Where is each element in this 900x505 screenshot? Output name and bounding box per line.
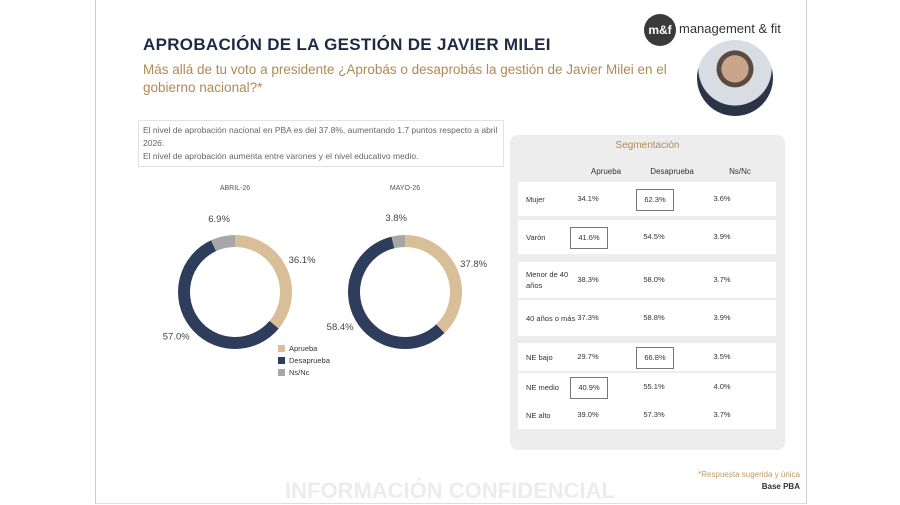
table-cell: 55.1% xyxy=(643,382,665,391)
slide xyxy=(95,0,807,504)
column-header: Aprueba xyxy=(590,167,622,176)
table-cell: 34.1% xyxy=(577,194,599,203)
data-label: 58.4% xyxy=(327,322,354,333)
row-label: Mujer xyxy=(526,194,545,204)
table-cell: 29.7% xyxy=(577,352,599,361)
data-label: 3.8% xyxy=(385,213,407,224)
row-label: Varón xyxy=(526,232,546,242)
column-header: Ns/Nc xyxy=(729,167,751,176)
donut-segment xyxy=(391,235,406,249)
table-cell: 66.8% xyxy=(636,347,674,369)
donut-segment xyxy=(348,236,445,349)
logo-text: management & fit xyxy=(679,21,781,36)
table-cell: 3.7% xyxy=(713,410,731,419)
table-row: NE bajo 29.7% 66.8% 3.5% xyxy=(518,343,776,371)
table-row: Menor de 40 años 38.3% 58.0% 3.7% xyxy=(518,262,776,298)
data-label: 37.8% xyxy=(460,259,487,270)
table-cell: 3.9% xyxy=(713,313,731,322)
table-row: Mujer 34.1% 62.3% 3.6% xyxy=(518,182,776,216)
table-cell: 39.0% xyxy=(577,410,599,419)
summary-line: El nivel de aprobación nacional en PBA e… xyxy=(143,125,498,148)
title: APROBACIÓN DE LA GESTIÓN DE JAVIER MILEI xyxy=(143,35,551,54)
donut-segment xyxy=(178,240,279,349)
table-cell: 38.3% xyxy=(577,275,599,284)
table-row: NE alto 39.0% 57.3% 3.7% xyxy=(518,401,776,429)
table-row: 40 años o más 37.3% 58.8% 3.9% xyxy=(518,300,776,336)
base: Base PBA xyxy=(761,482,800,491)
table-cell: 3.9% xyxy=(713,232,731,241)
legend-label: Ns/Nc xyxy=(289,368,310,377)
table-cell: 54.5% xyxy=(643,232,665,241)
table-cell: 37.3% xyxy=(577,313,599,322)
legend-swatch xyxy=(278,357,285,364)
legend-swatch xyxy=(278,345,285,352)
row-label: Menor de 40 años xyxy=(526,270,569,290)
donut-segment xyxy=(234,235,292,329)
footnote: *Respuesta sugerida y única xyxy=(698,470,800,479)
photo xyxy=(697,40,773,116)
table-cell: 41.6% xyxy=(570,227,608,249)
table-cell: 58.8% xyxy=(643,313,665,322)
legend-swatch xyxy=(278,369,285,376)
column-header: Desaprueba xyxy=(650,167,694,176)
table-cell: 3.6% xyxy=(713,194,731,203)
chart-title: MAYO-26 xyxy=(390,185,420,192)
table-cell: 57.3% xyxy=(643,410,665,419)
table-row: NE medio 40.9% 55.1% 4.0% xyxy=(518,373,776,401)
legend-label: Aprueba xyxy=(289,344,318,353)
table-title: Segmentación xyxy=(615,140,680,151)
data-label: 57.0% xyxy=(163,332,190,343)
row-label: NE medio xyxy=(526,382,559,392)
subtitle: Más allá de tu voto a presidente ¿Aprobá… xyxy=(143,62,667,95)
table-cell: 40.9% xyxy=(570,377,608,399)
table-row: Varón 41.6% 54.5% 3.9% xyxy=(518,220,776,254)
donut-segment xyxy=(211,235,236,252)
table-cell: 4.0% xyxy=(713,382,731,391)
table-cell: 58.0% xyxy=(643,275,665,284)
row-label: NE alto xyxy=(526,410,551,420)
table-cell: 3.7% xyxy=(713,275,731,284)
row-label: NE bajo xyxy=(526,352,553,362)
chart-title: ABRIL-26 xyxy=(220,185,250,192)
data-label: 36.1% xyxy=(289,255,316,266)
watermark: INFORMACIÓN CONFIDENCIAL xyxy=(285,478,615,503)
summary-line: El nivel de aprobación aumenta entre var… xyxy=(143,151,419,161)
table-cell: 62.3% xyxy=(636,189,674,211)
table-cell: 3.5% xyxy=(713,352,731,361)
logo: m&f xyxy=(644,14,676,46)
row-label: 40 años o más xyxy=(526,313,576,323)
donut-segment xyxy=(404,235,462,334)
legend-label: Desaprueba xyxy=(289,356,331,365)
data-label: 6.9% xyxy=(208,214,230,225)
summary: El nivel de aprobación nacional en PBA e… xyxy=(138,120,504,167)
